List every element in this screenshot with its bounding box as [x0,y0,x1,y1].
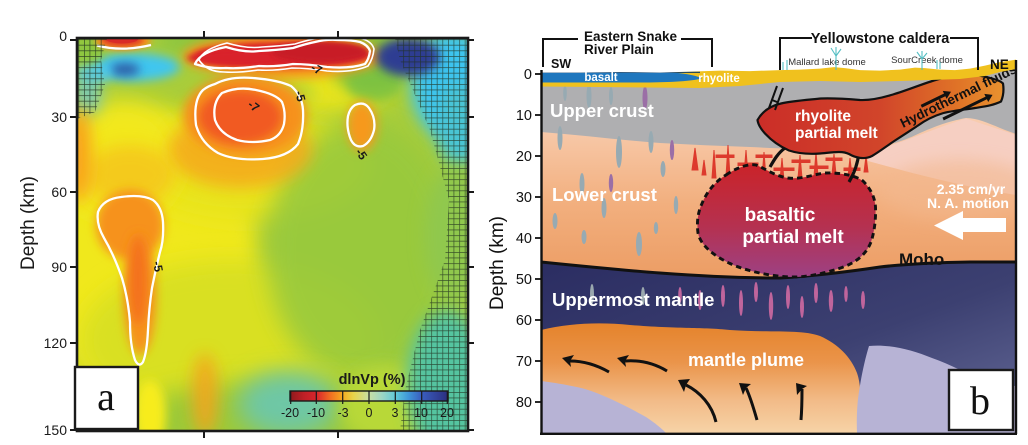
svg-text:-10: -10 [307,406,325,420]
svg-text:Moho: Moho [899,250,944,269]
svg-text:10: 10 [516,108,532,124]
svg-text:b: b [970,378,990,423]
svg-text:0: 0 [366,406,373,420]
svg-text:basalt: basalt [584,72,617,84]
svg-text:Depth (km): Depth (km) [18,176,39,270]
svg-text:30: 30 [516,190,532,206]
svg-text:NE: NE [990,57,1009,72]
svg-text:Uppermost mantle: Uppermost mantle [552,289,714,310]
svg-text:20: 20 [440,406,454,420]
svg-text:River Plain: River Plain [584,42,654,57]
svg-text:rhyolite: rhyolite [795,108,851,125]
svg-text:70: 70 [516,354,532,370]
svg-text:60: 60 [51,184,67,200]
svg-text:0: 0 [59,28,67,44]
svg-text:-5: -5 [150,260,166,273]
svg-text:-5: -5 [292,89,308,103]
svg-text:120: 120 [44,335,68,351]
svg-text:partial melt: partial melt [742,227,844,248]
svg-text:rhyolite: rhyolite [698,73,740,85]
svg-text:150: 150 [44,422,68,438]
svg-text:partial melt: partial melt [795,125,878,142]
svg-text:0: 0 [524,67,532,83]
svg-text:50: 50 [516,272,532,288]
svg-text:SourCreek dome: SourCreek dome [891,55,963,66]
svg-text:Lower crust: Lower crust [552,184,657,205]
svg-text:40: 40 [516,231,532,247]
svg-text:30: 30 [51,109,67,125]
svg-text:basaltic: basaltic [745,205,816,226]
svg-text:2.35 cm/yr: 2.35 cm/yr [937,181,1006,197]
svg-text:60: 60 [516,313,532,329]
svg-text:SW: SW [551,57,571,71]
svg-text:dlnVp (%): dlnVp (%) [339,372,406,388]
svg-text:mantle plume: mantle plume [688,350,804,370]
svg-text:Eastern Snake: Eastern Snake [584,29,678,44]
svg-text:Upper crust: Upper crust [550,100,654,121]
svg-text:20: 20 [516,149,532,165]
svg-text:-20: -20 [281,406,299,420]
svg-text:-3: -3 [337,406,348,420]
svg-text:3: 3 [392,406,399,420]
svg-text:Depth (km): Depth (km) [487,216,508,310]
svg-text:a: a [97,374,115,419]
svg-text:10: 10 [414,406,428,420]
svg-text:N. A. motion: N. A. motion [927,195,1009,211]
svg-text:80: 80 [516,395,532,411]
svg-text:Mallard lake dome: Mallard lake dome [788,57,866,68]
svg-text:90: 90 [51,259,67,275]
svg-text:Yellowstone caldera: Yellowstone caldera [811,31,951,47]
